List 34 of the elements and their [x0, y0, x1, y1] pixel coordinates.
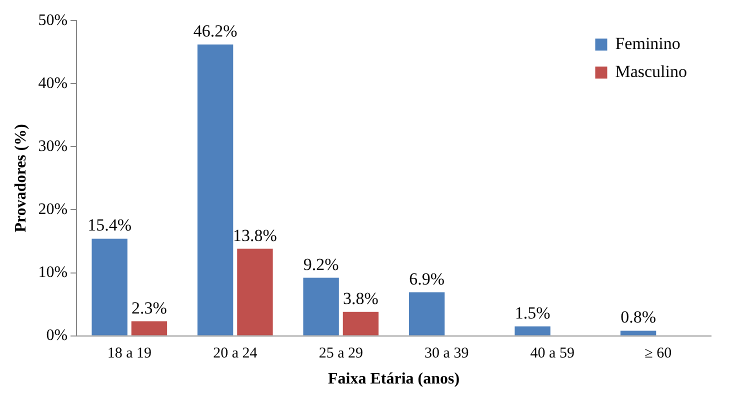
bar	[237, 248, 273, 336]
x-tick-label: 20 a 24	[213, 346, 258, 362]
data-label: 6.9%	[409, 269, 445, 288]
legend-label: Masculino	[615, 62, 688, 82]
data-label: 13.8%	[233, 226, 277, 245]
x-tick-label: 18 a 19	[107, 346, 152, 362]
x-tick-label: 30 a 39	[424, 346, 469, 362]
x-tick-label: 25 a 29	[318, 346, 363, 362]
bar	[131, 321, 168, 336]
data-label: 2.3%	[132, 298, 167, 318]
bar	[342, 312, 379, 336]
bar	[514, 326, 550, 336]
data-label: 46.2%	[193, 22, 238, 41]
x-axis-title: Faixa Etária (anos)	[328, 370, 460, 388]
x-tick-label: 40 a 59	[530, 346, 574, 362]
y-tick-label: 20%	[38, 200, 68, 218]
y-tick-label: 0%	[46, 327, 68, 344]
data-label: 3.8%	[343, 288, 378, 308]
bar	[92, 238, 128, 336]
x-tick-label: ≥ 60	[644, 346, 672, 362]
bar	[408, 292, 445, 336]
bar	[197, 44, 234, 336]
y-tick-label: 40%	[38, 74, 68, 92]
data-label: 0.8%	[620, 308, 656, 327]
y-tick-label: 10%	[38, 264, 68, 281]
y-axis-title: Provadores (%)	[12, 124, 30, 232]
bar	[620, 330, 656, 336]
data-label: 15.4%	[88, 216, 132, 235]
data-label: 1.5%	[514, 303, 550, 322]
y-tick-label: 30%	[38, 138, 68, 155]
data-label: 9.2%	[303, 254, 339, 274]
legend-label: Feminino	[615, 34, 680, 54]
bar	[303, 278, 339, 336]
y-tick-label: 50%	[38, 12, 68, 29]
